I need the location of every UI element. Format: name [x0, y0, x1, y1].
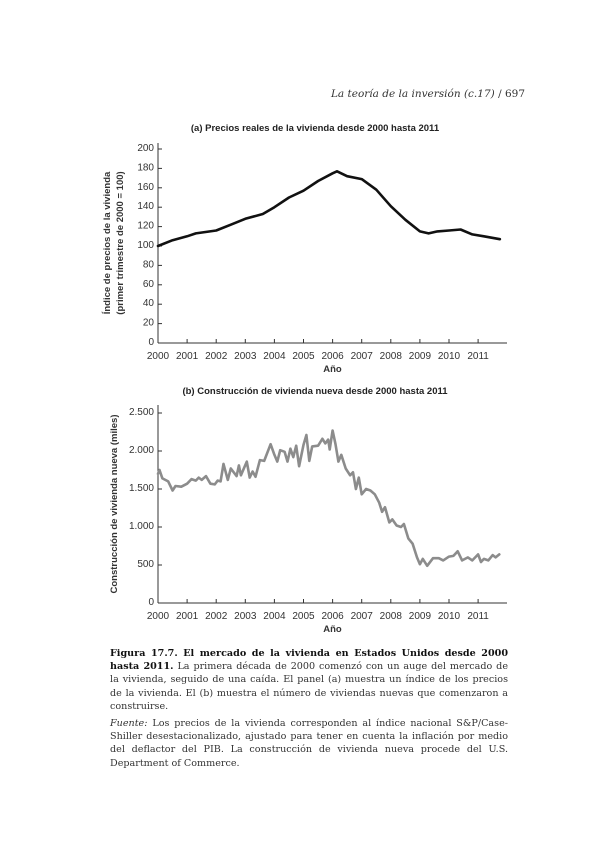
chart-a-y-tick-label: 0 — [148, 337, 154, 348]
chart-a-y-axis-label: Índice de precios de la vivienda — [102, 171, 113, 314]
chart-b-title: (b) Construcción de vivienda nueva desde… — [182, 386, 448, 397]
chart-a-title: (a) Precios reales de la vivienda desde … — [190, 123, 440, 134]
caption-text: La primera década de 2000 comenzó con un… — [110, 661, 508, 712]
chart-a-y-tick-label: 160 — [137, 182, 154, 193]
chart-b-x-tick-label: 2001 — [176, 611, 199, 622]
chart-a-x-tick-label: 2003 — [234, 351, 257, 362]
running-head: La teoría de la inversión (c.17) / 697 — [331, 88, 525, 100]
running-head-title: La teoría de la inversión — [330, 88, 461, 100]
chart-b-x-tick-label: 2002 — [205, 611, 228, 622]
chart-a-y-tick-label: 80 — [143, 259, 155, 270]
chart-a-y-tick-label: 20 — [143, 318, 155, 329]
chart-a-y-tick-label: 140 — [137, 201, 154, 212]
chart-b-y-tick-label: 2.500 — [129, 407, 154, 418]
chart-a-y-tick-label: 180 — [137, 162, 154, 173]
chart-a-x-tick-label: 2002 — [205, 351, 228, 362]
chart-b-x-tick-label: 2006 — [321, 611, 344, 622]
chart-b-x-tick-label: 2010 — [438, 611, 461, 622]
chart-b-x-tick-label: 2007 — [351, 611, 374, 622]
chart-a-x-tick-label: 2005 — [292, 351, 315, 362]
chart-a-x-tick-label: 2008 — [380, 351, 403, 362]
chart-a-x-tick-label: 2001 — [176, 351, 199, 362]
caption-source-text: Los precios de la vivienda corresponden … — [110, 718, 508, 769]
chart-b-x-tick-label: 2009 — [409, 611, 432, 622]
chart-b-y-tick-label: 1.500 — [129, 483, 154, 494]
chart-b-y-tick-label: 2.000 — [129, 445, 154, 456]
chart-b-x-tick-label: 2000 — [147, 611, 170, 622]
page-number: / 697 — [498, 88, 525, 100]
chart-a-y-tick-label: 40 — [143, 298, 155, 309]
chart-a-x-tick-label: 2006 — [321, 351, 344, 362]
chart-a-x-tick-label: 2000 — [147, 351, 170, 362]
chart-b-x-tick-label: 2008 — [380, 611, 403, 622]
chart-b-series-line — [156, 429, 501, 568]
chart-a-y-tick-label: 60 — [143, 279, 155, 290]
chart-a-series-line — [156, 170, 502, 248]
chart-a-x-tick-label: 2010 — [438, 351, 461, 362]
chart-b-y-tick-label: 500 — [137, 559, 154, 570]
chart-b-x-tick-label: 2005 — [292, 611, 315, 622]
chart-a-y-tick-label: 120 — [137, 221, 154, 232]
caption-source-label: Fuente: — [110, 718, 148, 730]
caption-label: Figura 17.7. El mercado de la vivienda e… — [110, 648, 508, 673]
running-head-chapter: (c.17) — [463, 88, 495, 100]
chart-b-y-tick-label: 1.000 — [129, 521, 154, 532]
figure-caption: Figura 17.7. El mercado de la vivienda e… — [110, 647, 508, 774]
chart-b-x-tick-label: 2011 — [467, 611, 489, 622]
chart-a-x-tick-label: 2004 — [263, 351, 286, 362]
chart-b-x-tick-label: 2003 — [234, 611, 257, 622]
chart-b-x-axis-label: Año — [323, 624, 342, 635]
chart-b-x-tick-label: 2004 — [263, 611, 286, 622]
chart-a-y-axis-label: (primer trimestre de 2000 = 100) — [115, 171, 126, 314]
chart-a-x-tick-label: 2009 — [409, 351, 432, 362]
chart-b-y-axis-label: Construcción de vivienda nueva (miles) — [109, 415, 120, 594]
chart-a-x-tick-label: 2011 — [467, 351, 489, 362]
chart-a-y-tick-label: 100 — [137, 240, 154, 251]
chart-a-x-axis-label: Año — [323, 364, 342, 375]
chart-b-y-tick-label: 0 — [148, 597, 154, 608]
chart-a-x-tick-label: 2007 — [351, 351, 374, 362]
chart-a-y-tick-label: 200 — [137, 143, 154, 154]
